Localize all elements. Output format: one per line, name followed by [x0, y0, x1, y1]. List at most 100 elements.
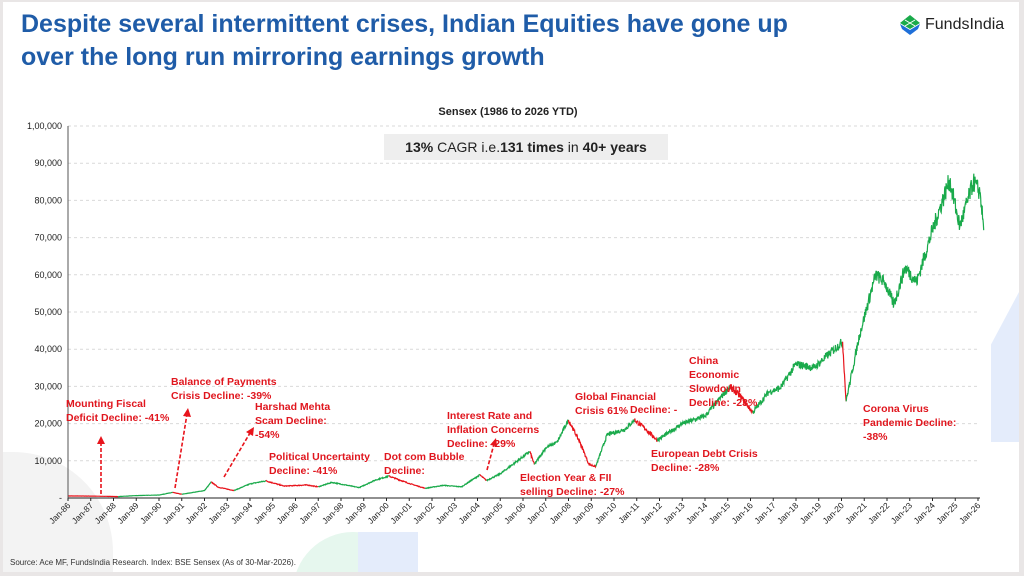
sensex-down-segment-0 [68, 495, 119, 498]
arrow-head [246, 427, 254, 436]
x-tick-label: Jan-26 [957, 500, 983, 526]
cagr-callout: 13% CAGR i.e.131 times in 40+ years [384, 134, 668, 160]
slide-title: Despite several intermittent crises, Ind… [21, 10, 788, 71]
x-tick-label: Jan-03 [434, 500, 460, 526]
annotation-harshad-mehta: Harshad Mehta Scam Decline: -54% [255, 401, 331, 441]
y-tick-label: 20,000 [34, 419, 62, 429]
x-tick-label: Jan-08 [547, 500, 573, 526]
x-tick-label: Jan-96 [274, 500, 300, 526]
x-tick-label: Jan-98 [320, 500, 346, 526]
annotation-interest-rate: Interest Rate and Inflation Concerns Dec… [447, 410, 540, 450]
sensex-down-segment-2 [172, 491, 183, 495]
x-tick-label: Jan-14 [684, 500, 710, 526]
annotation-dot-com: Dot com Bubble Decline: [384, 451, 465, 477]
annotation-fiscal-deficit: Mounting Fiscal Deficit Decline: -41% [66, 398, 170, 424]
arrow-head [490, 438, 497, 446]
annotation-global-financial-crisis: Global Financial Crisis 61% [575, 391, 657, 417]
y-tick-label: 80,000 [34, 195, 62, 205]
annotation-arrow [174, 413, 188, 489]
decorative-shape [358, 532, 418, 572]
x-tick-label: Jan-87 [70, 500, 96, 526]
y-tick-label: 60,000 [34, 270, 62, 280]
x-tick-label: Jan-11 [616, 500, 641, 525]
annotation-balance-of-payments: Balance of Payments Crisis Decline: -39% [171, 376, 277, 402]
arrow-head [97, 436, 105, 444]
sensex-up-segment-19 [752, 338, 844, 414]
annotation-decline: Decline: - [630, 404, 678, 416]
annotation-arrow [223, 432, 251, 478]
annotation-political-uncertainty: Political Uncertainty Decline: -41% [269, 451, 370, 477]
annotation-election-year: Election Year & FII selling Decline: -27… [520, 472, 625, 498]
x-tick-label: Jan-25 [934, 500, 960, 526]
sensex-down-segment-16 [633, 418, 658, 442]
sensex-up-segment-7 [317, 474, 390, 489]
x-tick-label: Jan-22 [866, 500, 892, 526]
cagr-text: in [563, 139, 583, 155]
x-tick-label: Jan-13 [661, 500, 687, 526]
x-tick-label: Jan-89 [115, 500, 141, 526]
sensex-down-segment-12 [529, 451, 535, 465]
y-tick-label: 1,00,000 [27, 121, 62, 131]
x-tick-label: Jan-91 [161, 500, 187, 526]
sensex-down-segment-20 [842, 341, 847, 402]
x-tick-label: Jan-15 [707, 500, 733, 526]
sensex-down-segment-14 [567, 419, 597, 469]
fundsindia-logo: FundsIndia [899, 14, 1004, 36]
x-tick-label: Jan-07 [525, 500, 551, 526]
x-tick-label: Jan-90 [138, 500, 164, 526]
sensex-up-segment-9 [425, 473, 481, 490]
x-tick-label: Jan-10 [593, 500, 619, 526]
cagr-multiple: 131 times [500, 139, 564, 155]
y-tick-label: 50,000 [34, 307, 62, 317]
sensex-down-segment-4 [211, 481, 235, 492]
y-tick-label: 70,000 [34, 233, 62, 243]
cagr-value: 13% [405, 139, 434, 155]
x-tick-label: Jan-12 [638, 500, 664, 526]
annotation-china-slowdown: China Economic Slowdown Decline: -23% [689, 355, 758, 409]
x-tick-label: Jan-92 [183, 500, 209, 526]
sensex-up-segment-21 [845, 173, 985, 402]
x-tick-label: Jan-94 [229, 500, 255, 526]
x-tick-label: Jan-19 [798, 500, 824, 526]
x-tick-label: Jan-97 [297, 500, 323, 526]
x-tick-label: Jan-00 [365, 500, 391, 526]
x-tick-label: Jan-86 [47, 500, 73, 526]
x-tick-label: Jan-20 [820, 500, 846, 526]
x-tick-label: Jan-93 [206, 500, 232, 526]
cagr-years: 40+ years [582, 139, 647, 155]
x-tick-label: Jan-02 [411, 500, 437, 526]
x-tick-label: Jan-95 [252, 500, 278, 526]
x-tick-label: Jan-01 [388, 500, 414, 526]
x-tick-label: Jan-05 [479, 500, 505, 526]
x-tick-label: Jan-06 [502, 500, 528, 526]
x-tick-label: Jan-16 [729, 500, 755, 526]
x-tick-label: Jan-18 [775, 500, 801, 526]
chart-title: Sensex (1986 to 2026 YTD) [438, 106, 578, 118]
y-tick-label: 10,000 [34, 456, 62, 466]
x-tick-label: Jan-17 [752, 500, 778, 526]
sensex-up-segment-1 [118, 491, 173, 498]
fundsindia-leaf-icon [900, 15, 920, 35]
x-tick-label: Jan-21 [843, 500, 869, 526]
y-tick-label: 30,000 [34, 381, 62, 391]
sensex-down-segment-10 [479, 474, 487, 482]
x-tick-label: Jan-23 [889, 500, 915, 526]
x-tick-label: Jan-04 [456, 500, 482, 526]
sensex-down-segment-8 [388, 475, 426, 489]
sensex-up-segment-5 [233, 480, 267, 492]
sensex-down-segment-18 [729, 384, 754, 415]
arrow-head [183, 408, 191, 417]
x-tick-label: Jan-09 [570, 500, 596, 526]
x-tick-label: Jan-99 [343, 500, 369, 526]
sensex-down-segment-6 [265, 479, 319, 488]
source-note: Source: Ace MF, FundsIndia Research. Ind… [10, 558, 296, 567]
x-tick-label: Jan-24 [911, 500, 937, 526]
x-tick-label: Jan-88 [92, 500, 118, 526]
annotation-arrow [486, 443, 495, 471]
sensex-up-segment-13 [533, 419, 570, 465]
sensex-up-segment-15 [595, 419, 636, 467]
sensex-up-segment-17 [656, 385, 731, 443]
sensex-up-segment-11 [486, 451, 531, 482]
sensex-up-segment-3 [181, 481, 212, 495]
